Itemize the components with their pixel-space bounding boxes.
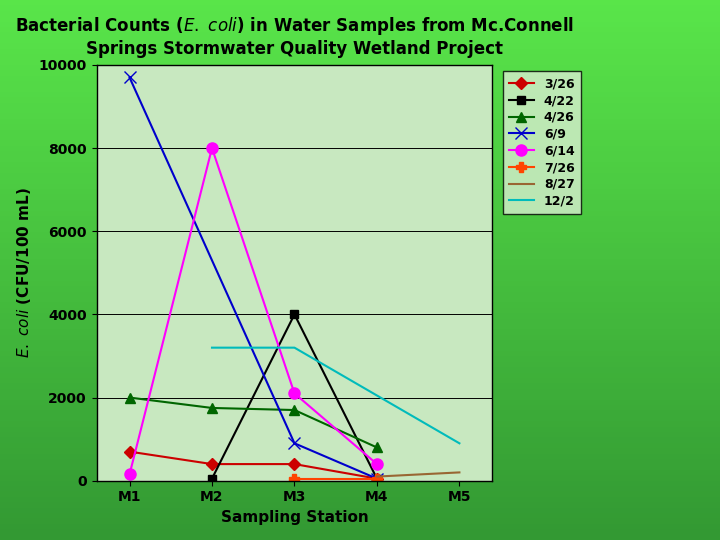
4/26 (290, 407, 299, 413)
Line: 6/9: 6/9 (124, 72, 382, 484)
6/14 (290, 390, 299, 397)
12/2 (455, 440, 464, 447)
Line: 3/26: 3/26 (125, 448, 381, 483)
Line: 6/14: 6/14 (124, 143, 382, 480)
4/22 (290, 311, 299, 318)
6/14 (207, 145, 216, 151)
4/22 (207, 475, 216, 482)
6/9 (125, 74, 134, 80)
6/9 (290, 440, 299, 447)
3/26 (207, 461, 216, 467)
7/26 (290, 475, 299, 482)
6/14 (125, 471, 134, 478)
6/9 (373, 475, 382, 482)
Line: 8/27: 8/27 (377, 472, 459, 477)
3/26 (373, 475, 382, 482)
6/14 (373, 461, 382, 467)
4/26 (125, 394, 134, 401)
X-axis label: Sampling Station: Sampling Station (220, 510, 369, 525)
7/26 (373, 475, 382, 482)
12/2 (290, 345, 299, 351)
4/26 (373, 444, 382, 451)
3/26 (125, 448, 134, 455)
Line: 4/26: 4/26 (125, 393, 382, 453)
8/27 (373, 474, 382, 480)
Line: 12/2: 12/2 (212, 348, 459, 443)
3/26 (290, 461, 299, 467)
Y-axis label: $\it{E.\ coli}$ (CFU/100 mL): $\it{E.\ coli}$ (CFU/100 mL) (15, 187, 33, 358)
4/26 (207, 404, 216, 411)
Legend: 3/26, 4/22, 4/26, 6/9, 6/14, 7/26, 8/27, 12/2: 3/26, 4/22, 4/26, 6/9, 6/14, 7/26, 8/27,… (503, 71, 581, 214)
8/27 (455, 469, 464, 476)
Title: Bacterial Counts ($\it{E.}$ $\it{coli}$) in Water Samples from Mc.Connell
Spring: Bacterial Counts ($\it{E.}$ $\it{coli}$)… (15, 15, 574, 58)
4/22 (373, 475, 382, 482)
12/2 (207, 345, 216, 351)
Line: 7/26: 7/26 (289, 474, 382, 483)
Line: 4/22: 4/22 (208, 310, 381, 483)
